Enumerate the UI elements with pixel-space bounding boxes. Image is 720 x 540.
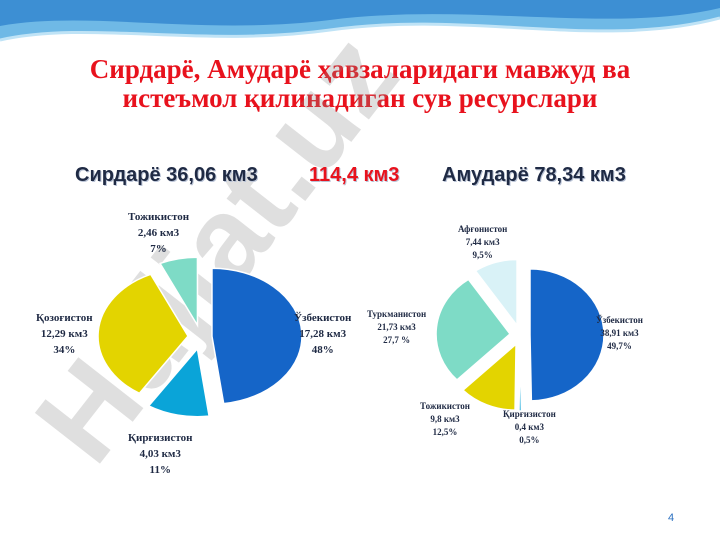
page-number: 4	[668, 512, 675, 524]
sirdarya-heading: Сирдарё 36,06 км3	[75, 164, 258, 186]
amu-label-qirgiziston: Қирғизистон 0,4 км3 0,5%	[503, 409, 556, 445]
title-line-1: Сирдарё, Амударё ҳавзаларидаги мавжуд ва	[89, 54, 631, 84]
sir-label-qirgiziston: Қирғизистон 4,03 км3 11%	[128, 432, 193, 476]
amudarya-slice-ozbekiston	[529, 268, 605, 402]
amu-label-afgoniston: Афғонистон 7,44 км3 9,5%	[458, 224, 508, 260]
amudarya-heading: Амударё 78,34 км3	[442, 164, 626, 186]
sirdarya-slice-tojikiston	[158, 256, 199, 328]
total-heading: 114,4 км3	[309, 164, 400, 186]
amu-label-tojikiston: Тожикистон 9,8 км3 12,5%	[420, 401, 470, 437]
sir-label-tojikiston: Тожикистон 2,46 км3 7%	[128, 211, 190, 255]
amudarya-slice-turkmaniston	[435, 278, 512, 381]
amu-label-turkmaniston: Туркманистон 21,73 км3 27,7 %	[367, 309, 427, 345]
sirdarya-slice-qirgiziston	[147, 347, 210, 418]
amudarya-slice-afgoniston	[474, 258, 518, 328]
sirdarya-slice-qozogiston	[97, 273, 189, 395]
amudarya-slice-qirgiziston	[518, 344, 523, 412]
amudarya-slice-tojikiston	[461, 342, 517, 411]
sirdarya-slice-ozbekiston	[211, 267, 303, 405]
title-line-2: истеъмол қилинадиган сув ресурслари	[122, 83, 598, 113]
page-title: Сирдарё, Амударё ҳавзаларидаги мавжуд ва…	[20, 55, 700, 113]
amu-label-uzbekiston: Ўзбекистон 38,91 км3 49,7%	[596, 315, 643, 351]
header-wave	[0, 0, 720, 42]
sir-label-qozogiston: Қозоғистон 12,29 км3 34%	[36, 312, 93, 356]
sir-label-uzbekiston: Ўзбекистон 17,28 км3 48%	[294, 312, 352, 356]
